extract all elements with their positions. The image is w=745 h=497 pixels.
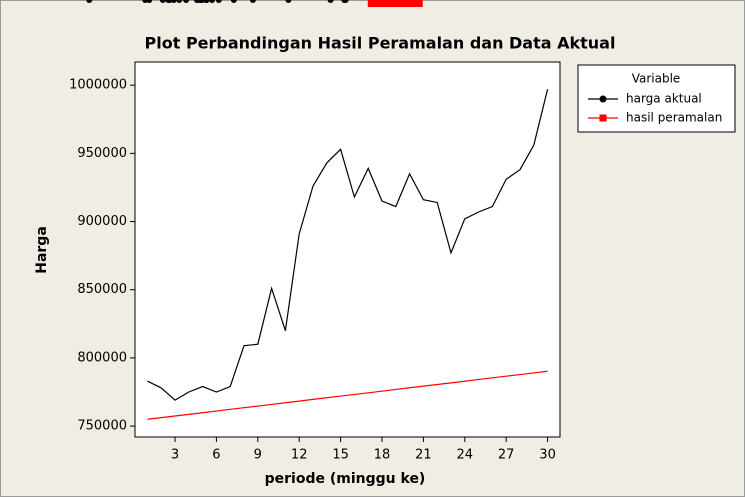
x-tick-label: 15 [332, 448, 349, 463]
marker [203, 0, 210, 3]
marker [249, 0, 256, 3]
marker [285, 0, 292, 3]
marker [86, 0, 93, 3]
series-line [147, 370, 548, 420]
y-tick-label: 750000 [77, 419, 127, 434]
x-tick-label: 12 [291, 448, 308, 463]
marker [159, 0, 166, 3]
marker [230, 0, 237, 3]
marker [341, 0, 348, 3]
x-tick-label: 3 [171, 448, 179, 463]
y-tick-label: 800000 [77, 350, 127, 365]
x-tick-label: 6 [212, 448, 220, 463]
series-line [147, 89, 549, 401]
x-tick-label: 9 [254, 448, 262, 463]
x-tick-label: 21 [415, 448, 432, 463]
marker [367, 0, 375, 7]
x-tick-label: 27 [498, 448, 515, 463]
marker [176, 0, 183, 3]
y-tick-label: 850000 [77, 282, 127, 297]
legend-title: Variable [632, 72, 681, 86]
legend-label: harga aktual [626, 92, 702, 106]
marker [183, 0, 190, 3]
y-axis-label: Harga [34, 226, 50, 274]
y-tick-label: 1000000 [69, 78, 127, 93]
x-tick-label: 24 [457, 448, 474, 463]
marker [215, 0, 222, 3]
legend-marker [599, 95, 607, 103]
x-tick-label: 18 [374, 448, 391, 463]
legend-label: hasil peramalan [626, 111, 722, 125]
plot-area [134, 61, 561, 438]
y-tick-label: 950000 [77, 146, 127, 161]
legend-marker [599, 114, 607, 122]
marker [142, 0, 149, 3]
marker [327, 0, 334, 3]
x-tick-label: 30 [539, 448, 556, 463]
y-tick-label: 900000 [77, 214, 127, 229]
marker [166, 0, 173, 3]
marker [209, 0, 215, 3]
chart-title: Plot Perbandingan Hasil Peramalan dan Da… [145, 34, 616, 53]
x-axis-label: periode (minggu ke) [265, 471, 426, 487]
